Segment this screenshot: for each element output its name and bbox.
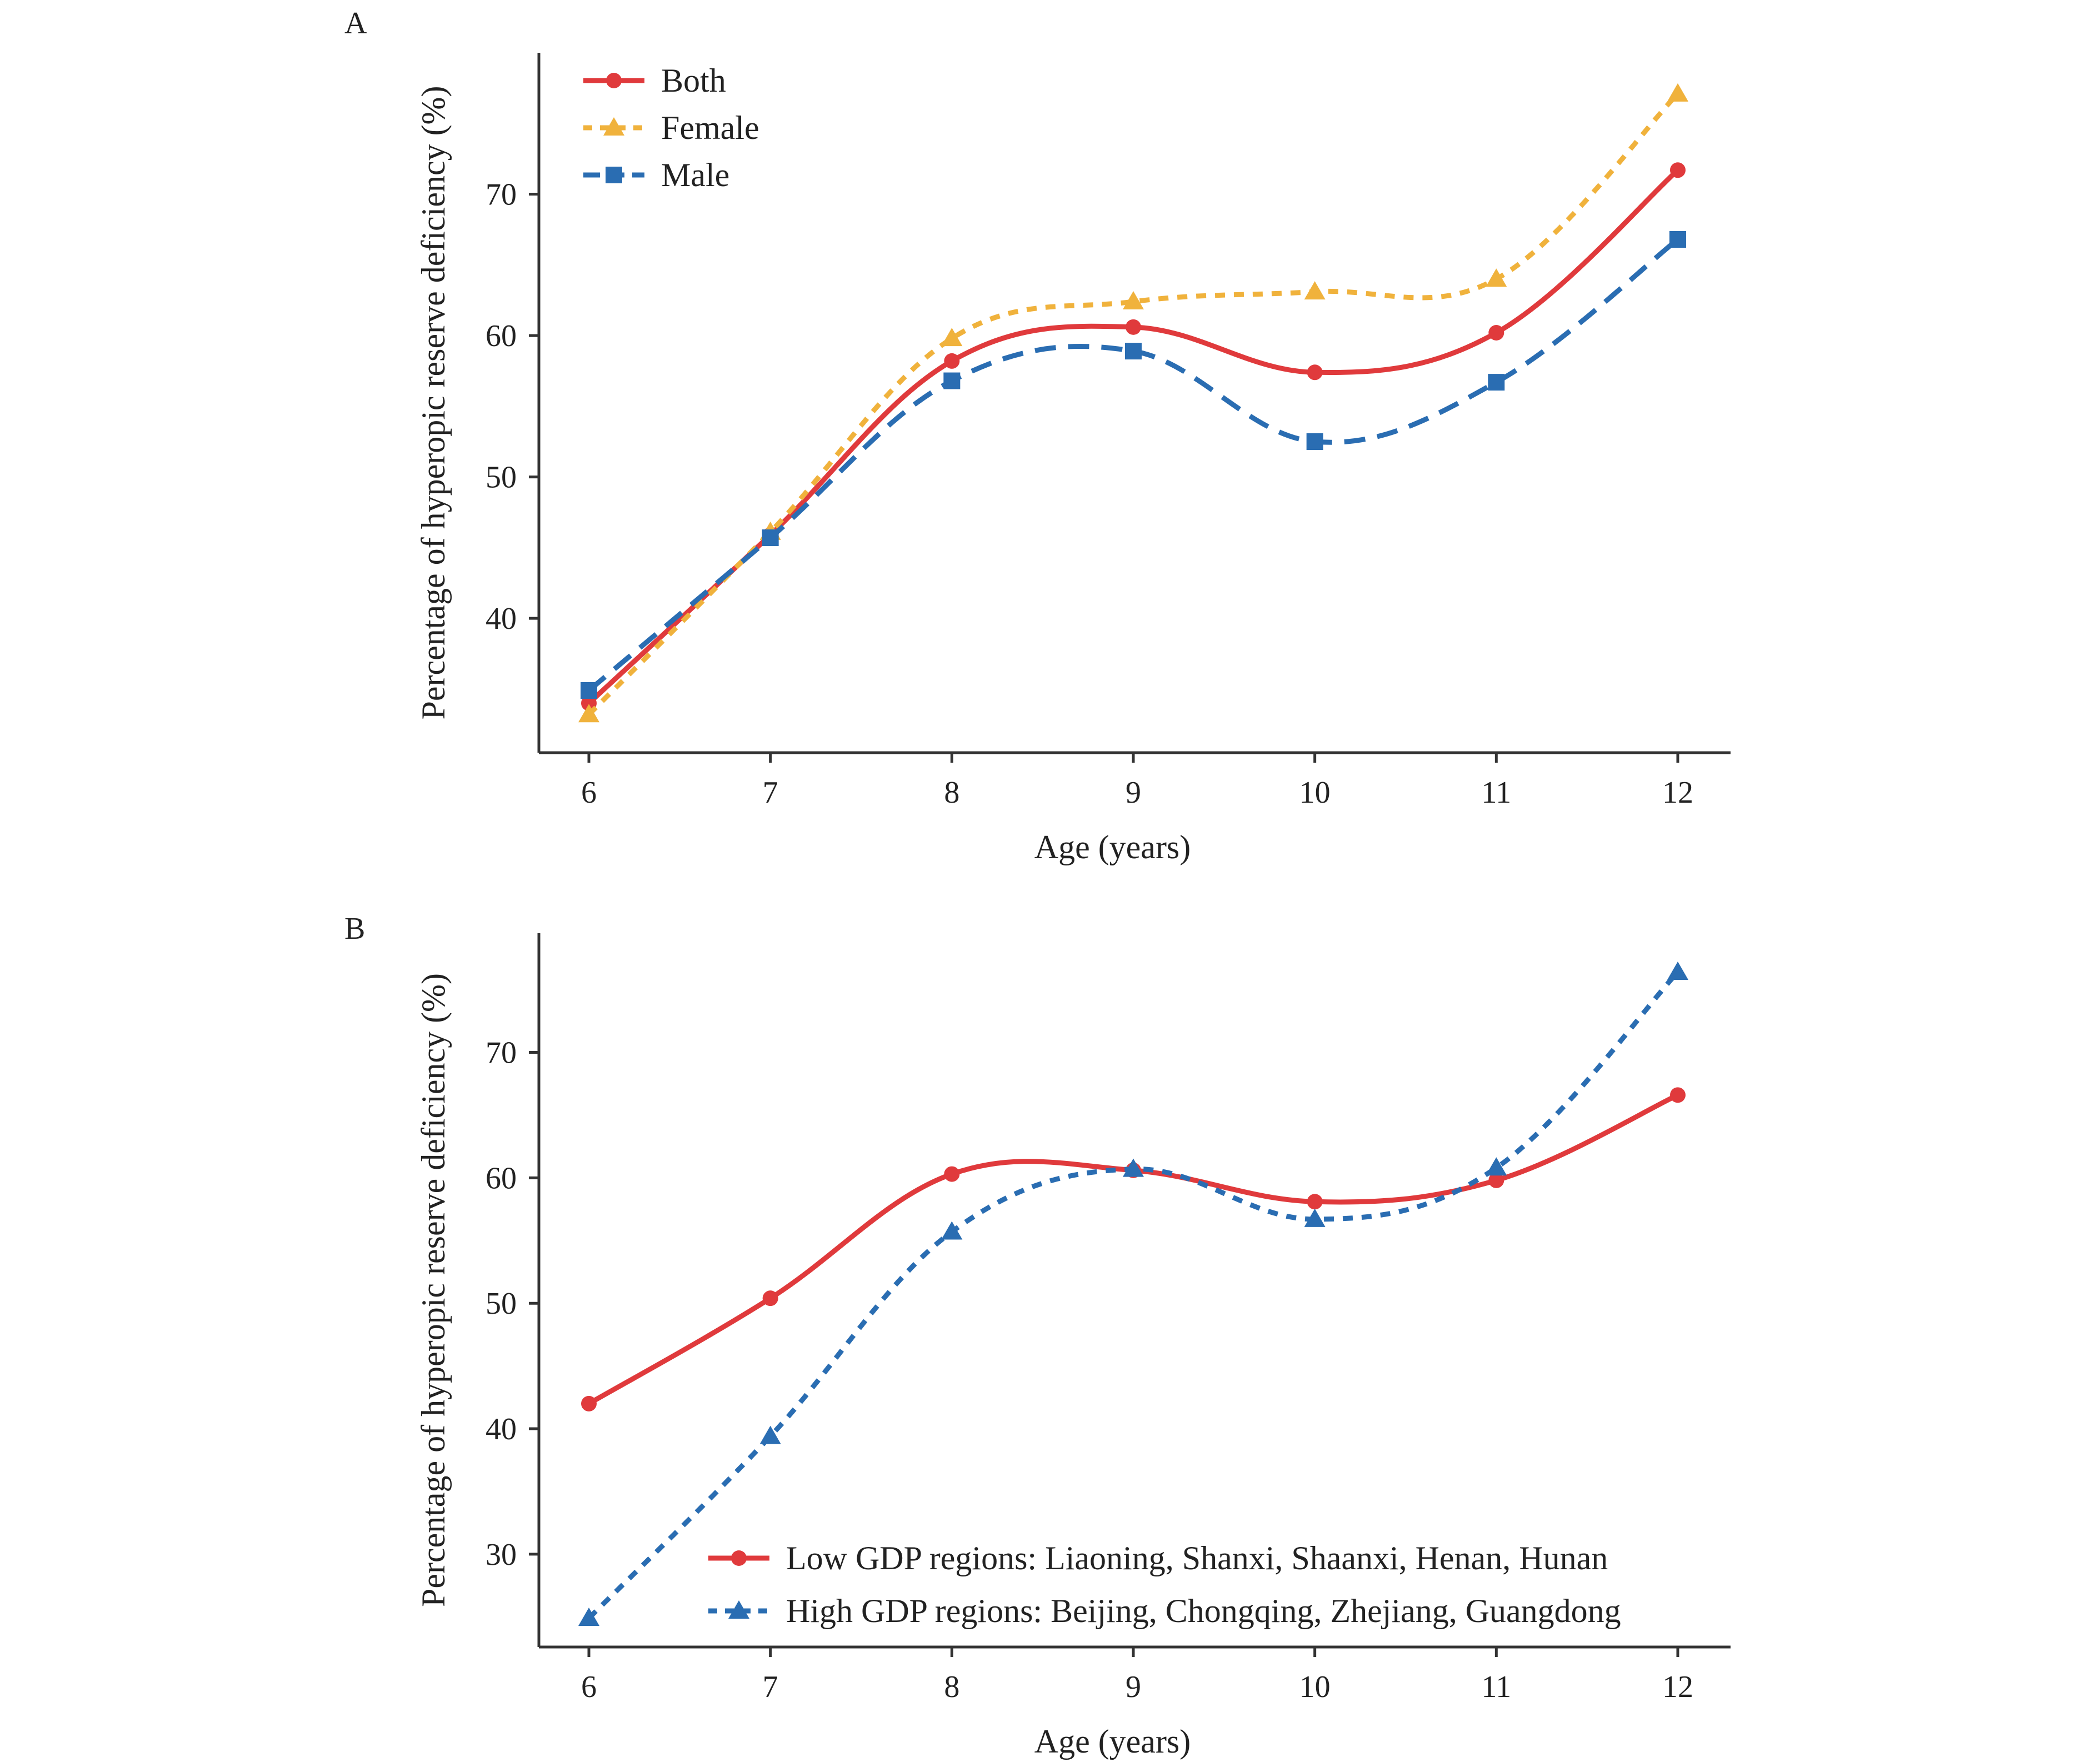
data-point bbox=[1307, 1194, 1323, 1210]
legend-marker bbox=[606, 167, 622, 183]
data-point bbox=[1306, 433, 1323, 450]
data-point bbox=[759, 1425, 781, 1444]
data-point bbox=[1123, 291, 1144, 309]
data-point bbox=[941, 328, 963, 347]
x-tick-label: 8 bbox=[944, 1670, 959, 1704]
series-high-gdp-regions bbox=[578, 962, 1688, 1626]
legend-label: Low GDP regions: Liaoning, Shanxi, Shaan… bbox=[786, 1540, 1608, 1576]
data-point bbox=[944, 1166, 960, 1182]
x-tick-label: 8 bbox=[944, 775, 959, 810]
x-tick-label: 11 bbox=[1481, 1670, 1511, 1704]
chart-panel-a: A 6 7 8 9 10 11 12 40 50 60 70 Age (years) Percentage… bbox=[344, 6, 1731, 865]
x-tick-label: 9 bbox=[1126, 1670, 1141, 1704]
x-tick-label: 10 bbox=[1299, 1670, 1331, 1704]
panel-label: A bbox=[344, 6, 367, 41]
series-low-gdp-regions bbox=[581, 1087, 1686, 1411]
x-tick-label: 9 bbox=[1126, 775, 1141, 810]
x-tick-label: 12 bbox=[1662, 775, 1693, 810]
data-point bbox=[1669, 231, 1686, 248]
y-tick-label: 60 bbox=[486, 1161, 517, 1195]
data-point bbox=[1304, 281, 1326, 300]
x-tick-label: 12 bbox=[1662, 1670, 1693, 1704]
legend-marker bbox=[606, 73, 622, 88]
legend-label: Male bbox=[661, 157, 729, 193]
y-tick-label: 70 bbox=[486, 178, 517, 212]
x-axis-title: Age (years) bbox=[1034, 829, 1191, 865]
data-point bbox=[1488, 325, 1504, 341]
series-line bbox=[587, 168, 1680, 705]
data-point bbox=[581, 1395, 597, 1411]
y-axis-title: Percentage of hyperopic reserve deficien… bbox=[415, 973, 452, 1607]
series-both bbox=[581, 162, 1686, 711]
y-tick-label: 30 bbox=[486, 1538, 517, 1572]
legend-marker bbox=[603, 117, 624, 136]
y-axis-title: Percentage of hyperopic reserve deficien… bbox=[415, 86, 452, 719]
x-tick-label: 7 bbox=[763, 1670, 778, 1704]
chart-panel-b: B 6 7 8 9 10 11 12 30 40 50 60 70 Age (years) Percenta… bbox=[344, 912, 1731, 1760]
data-point bbox=[1488, 1172, 1504, 1188]
data-point bbox=[1125, 343, 1142, 360]
x-tick-label: 11 bbox=[1481, 775, 1511, 810]
data-point bbox=[944, 353, 960, 369]
legend-marker bbox=[728, 1600, 749, 1619]
series-line bbox=[587, 970, 1680, 1620]
data-point bbox=[762, 529, 779, 547]
y-tick-label: 50 bbox=[486, 460, 517, 495]
y-tick-label: 50 bbox=[486, 1287, 517, 1321]
data-point bbox=[941, 1221, 963, 1240]
y-tick-label: 40 bbox=[486, 602, 517, 636]
legend-label: High GDP regions: Beijing, Chongqing, Zh… bbox=[786, 1593, 1621, 1629]
legend-label: Both bbox=[661, 62, 726, 99]
x-axis-title: Age (years) bbox=[1034, 1723, 1191, 1760]
series-line bbox=[587, 1093, 1679, 1406]
y-tick-label: 60 bbox=[486, 319, 517, 353]
y-tick-label: 70 bbox=[486, 1036, 517, 1070]
panel-label: B bbox=[344, 912, 365, 946]
data-point bbox=[578, 704, 599, 723]
series-male bbox=[581, 231, 1686, 699]
data-point bbox=[578, 1608, 599, 1626]
data-point bbox=[1670, 1087, 1686, 1103]
data-point bbox=[1667, 83, 1688, 102]
data-point bbox=[1486, 1157, 1507, 1176]
data-point bbox=[581, 682, 597, 699]
y-tick-label: 40 bbox=[486, 1412, 517, 1446]
data-point bbox=[762, 1290, 778, 1307]
data-point bbox=[1307, 364, 1323, 381]
data-point bbox=[1667, 962, 1688, 980]
x-tick-label: 6 bbox=[581, 1670, 597, 1704]
series-line bbox=[587, 92, 1680, 717]
legend-label: Female bbox=[661, 109, 759, 146]
data-point bbox=[1304, 1208, 1326, 1227]
data-point bbox=[943, 372, 961, 389]
data-point bbox=[1123, 1158, 1144, 1177]
data-point bbox=[1670, 162, 1686, 178]
x-tick-label: 7 bbox=[763, 775, 778, 810]
data-point bbox=[1126, 319, 1141, 335]
data-point bbox=[1486, 268, 1507, 287]
x-tick-label: 6 bbox=[581, 775, 597, 810]
series-female bbox=[578, 83, 1688, 723]
x-tick-label: 10 bbox=[1299, 775, 1331, 810]
data-point bbox=[1488, 374, 1505, 391]
legend-marker bbox=[731, 1550, 747, 1566]
